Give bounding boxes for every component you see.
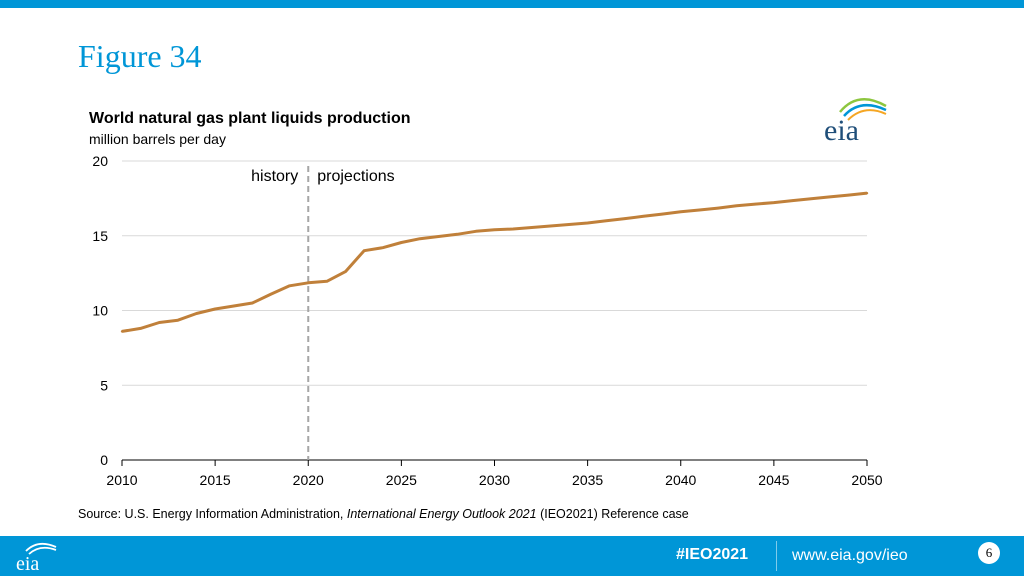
source-note: Source: U.S. Energy Information Administ… [78, 507, 689, 521]
page-number: 6 [978, 542, 1000, 564]
data-point [325, 280, 329, 283]
data-point [474, 230, 478, 233]
top-accent-bar [0, 0, 1024, 8]
x-tick-label: 2015 [200, 472, 231, 488]
data-point [400, 241, 403, 244]
data-point [847, 193, 850, 197]
data-point [418, 237, 422, 240]
data-point [344, 270, 347, 273]
data-point [698, 208, 701, 212]
y-tick-label: 0 [100, 452, 108, 468]
data-point [567, 223, 571, 226]
data-point [549, 224, 552, 228]
x-tick-label: 2010 [106, 472, 137, 488]
data-point [381, 246, 384, 249]
eia-logo-icon: eia [824, 98, 887, 144]
data-point [865, 191, 869, 195]
data-point [120, 330, 124, 333]
hashtag-label: #IEO2021 [676, 546, 749, 563]
data-point [530, 226, 533, 229]
data-point [754, 202, 757, 206]
data-point [288, 284, 291, 288]
data-point [772, 201, 776, 204]
data-point [213, 307, 217, 311]
x-tick-label: 2025 [386, 472, 417, 488]
data-point [660, 212, 664, 216]
data-point [158, 321, 161, 324]
source-italic: International Energy Outlook 2021 [346, 507, 537, 521]
data-point [623, 217, 627, 220]
figure-title: Figure 34 [78, 38, 202, 74]
data-point [493, 228, 496, 231]
data-point [679, 210, 682, 214]
x-tick-label: 2035 [572, 472, 603, 488]
source-prefix: Source: U.S. Energy Information Administ… [78, 507, 347, 521]
data-point [176, 319, 180, 322]
eia-footer-logo-icon: eia [16, 542, 57, 573]
data-point [586, 221, 589, 225]
data-point [791, 199, 794, 202]
data-point [642, 215, 645, 218]
data-point [511, 227, 515, 231]
data-point [232, 304, 235, 308]
x-tick-label: 2040 [665, 472, 696, 488]
x-tick-label: 2050 [851, 472, 882, 488]
data-point [437, 235, 440, 238]
data-point [456, 233, 459, 236]
website-link[interactable]: www.eia.gov/ieo [792, 547, 908, 564]
chart-units-label: million barrels per day [89, 131, 226, 147]
data-point [251, 301, 254, 305]
data-point [735, 204, 738, 208]
y-tick-label: 20 [92, 153, 108, 169]
data-point [716, 206, 720, 210]
data-point [269, 292, 273, 296]
data-point [809, 197, 813, 201]
data-point [139, 327, 142, 330]
x-tick-label: 2045 [758, 472, 789, 488]
eia-footer-logo-text: eia [16, 553, 39, 573]
y-tick-label: 10 [92, 303, 108, 319]
chart-title: World natural gas plant liquids producti… [89, 110, 411, 127]
projections-annotation: projections [317, 168, 394, 185]
data-point [362, 249, 366, 252]
footer-bar: eia #IEO2021 www.eia.gov/ieo 6 [0, 536, 1024, 576]
data-point [828, 195, 831, 199]
source-suffix: (IEO2021) Reference case [536, 507, 689, 521]
data-point [307, 281, 310, 285]
data-point [195, 312, 198, 315]
x-tick-label: 2030 [479, 472, 510, 488]
x-tick-label: 2020 [293, 472, 324, 488]
y-tick-label: 5 [100, 377, 108, 393]
y-tick-label: 15 [92, 228, 108, 244]
footer-divider [776, 541, 777, 571]
history-annotation: history [251, 168, 298, 185]
data-point [605, 219, 608, 222]
eia-logo-text: eia [824, 114, 859, 144]
